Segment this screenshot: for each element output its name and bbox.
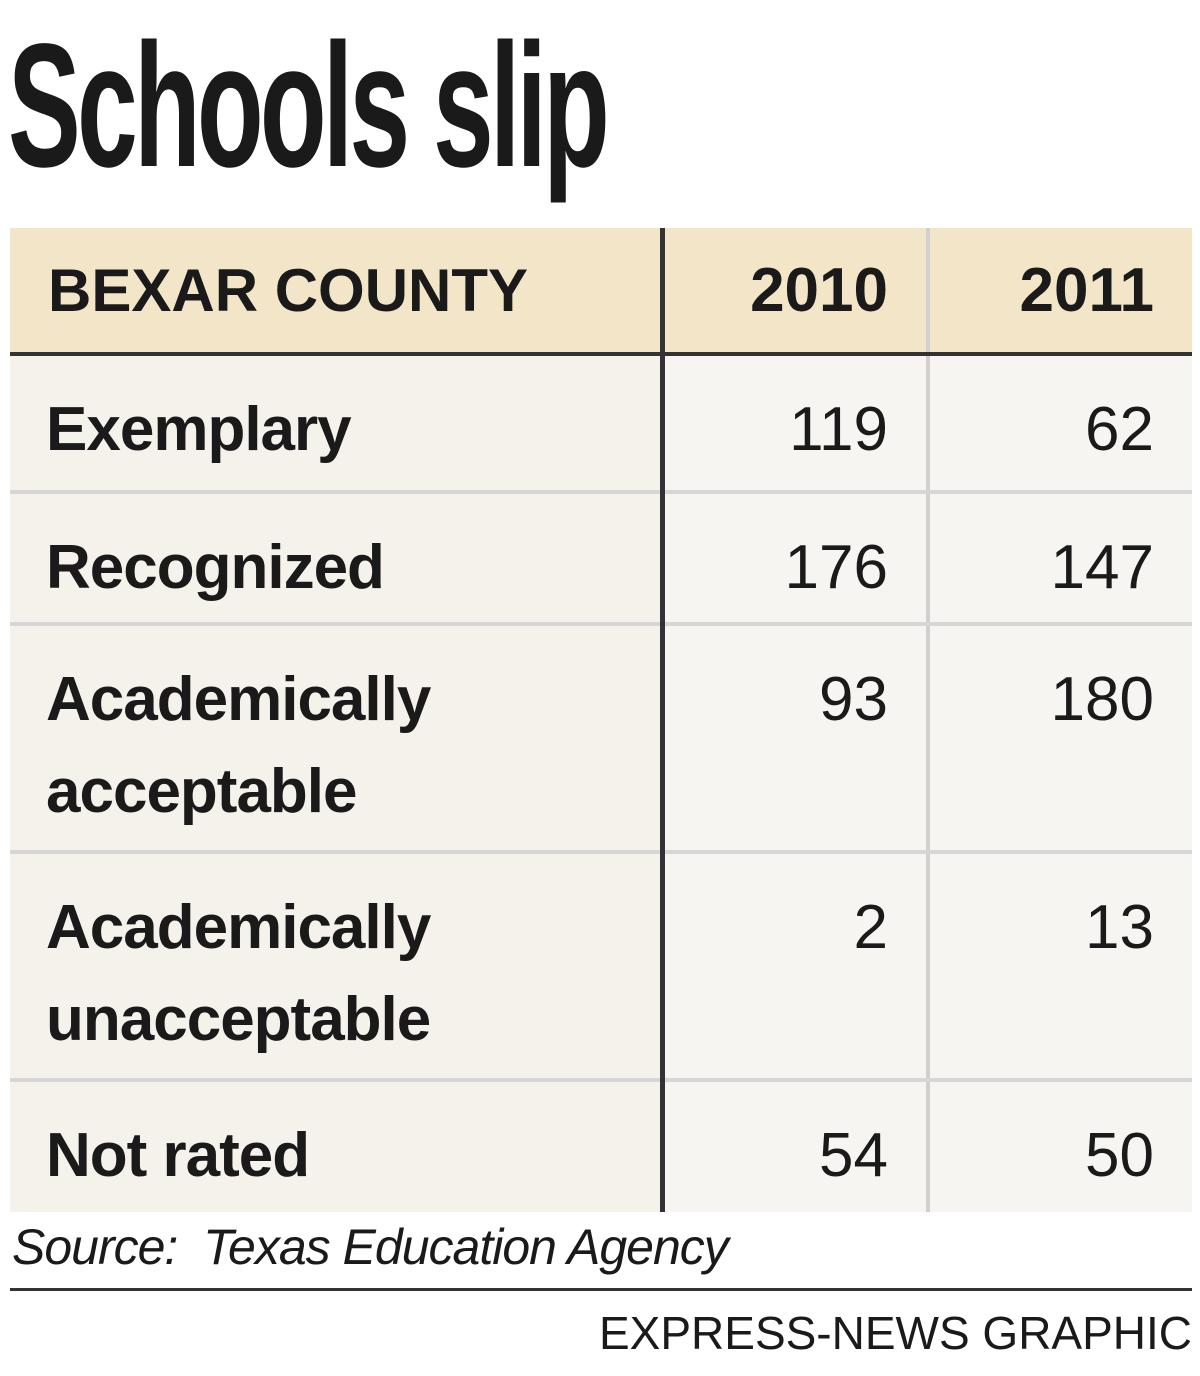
cell-value: 119 bbox=[662, 354, 930, 494]
cell-value: 147 bbox=[928, 492, 1192, 626]
divider bbox=[10, 1288, 1192, 1291]
credit: EXPRESS-NEWS GRAPHIC bbox=[599, 1307, 1192, 1359]
cell-value: 180 bbox=[928, 624, 1192, 854]
cell-value: 54 bbox=[662, 1080, 930, 1212]
header-row: BEXAR COUNTY 2010 2011 bbox=[10, 228, 1192, 356]
table-row: Not rated 54 50 bbox=[10, 1080, 1192, 1212]
row-label: Recognized bbox=[10, 492, 665, 626]
cell-value: 2 bbox=[662, 852, 930, 1082]
table-body: Exemplary 119 62 Recognized 176 147 Academical… bbox=[10, 354, 1192, 1212]
row-label: Exemplary bbox=[10, 354, 665, 494]
row-label: Academically unacceptable bbox=[10, 852, 665, 1082]
cell-value: 93 bbox=[662, 624, 930, 854]
row-label: Not rated bbox=[10, 1080, 665, 1212]
table-row: Exemplary 119 62 bbox=[10, 354, 1192, 494]
cell-value: 13 bbox=[928, 852, 1192, 1082]
cell-value: 50 bbox=[928, 1080, 1192, 1212]
header-cell: BEXAR COUNTY bbox=[10, 228, 665, 356]
cell-value: 176 bbox=[662, 492, 930, 626]
header-cell: 2010 bbox=[662, 228, 930, 356]
table-row: Academically acceptable 93 180 bbox=[10, 624, 1192, 854]
table-row: Recognized 176 147 bbox=[10, 492, 1192, 626]
title: Schools slip bbox=[8, 8, 610, 204]
source: Source: Texas Education Agency bbox=[12, 1219, 729, 1275]
row-label: Academically acceptable bbox=[10, 624, 665, 854]
ratings-table: BEXAR COUNTY 2010 2011 Exemplary 119 62 Rec… bbox=[10, 228, 1192, 1212]
header-cell: 2011 bbox=[928, 228, 1192, 356]
table-row: Academically unacceptable 2 13 bbox=[10, 852, 1192, 1082]
table-header: BEXAR COUNTY 2010 2011 bbox=[10, 228, 1192, 356]
cell-value: 62 bbox=[928, 354, 1192, 494]
